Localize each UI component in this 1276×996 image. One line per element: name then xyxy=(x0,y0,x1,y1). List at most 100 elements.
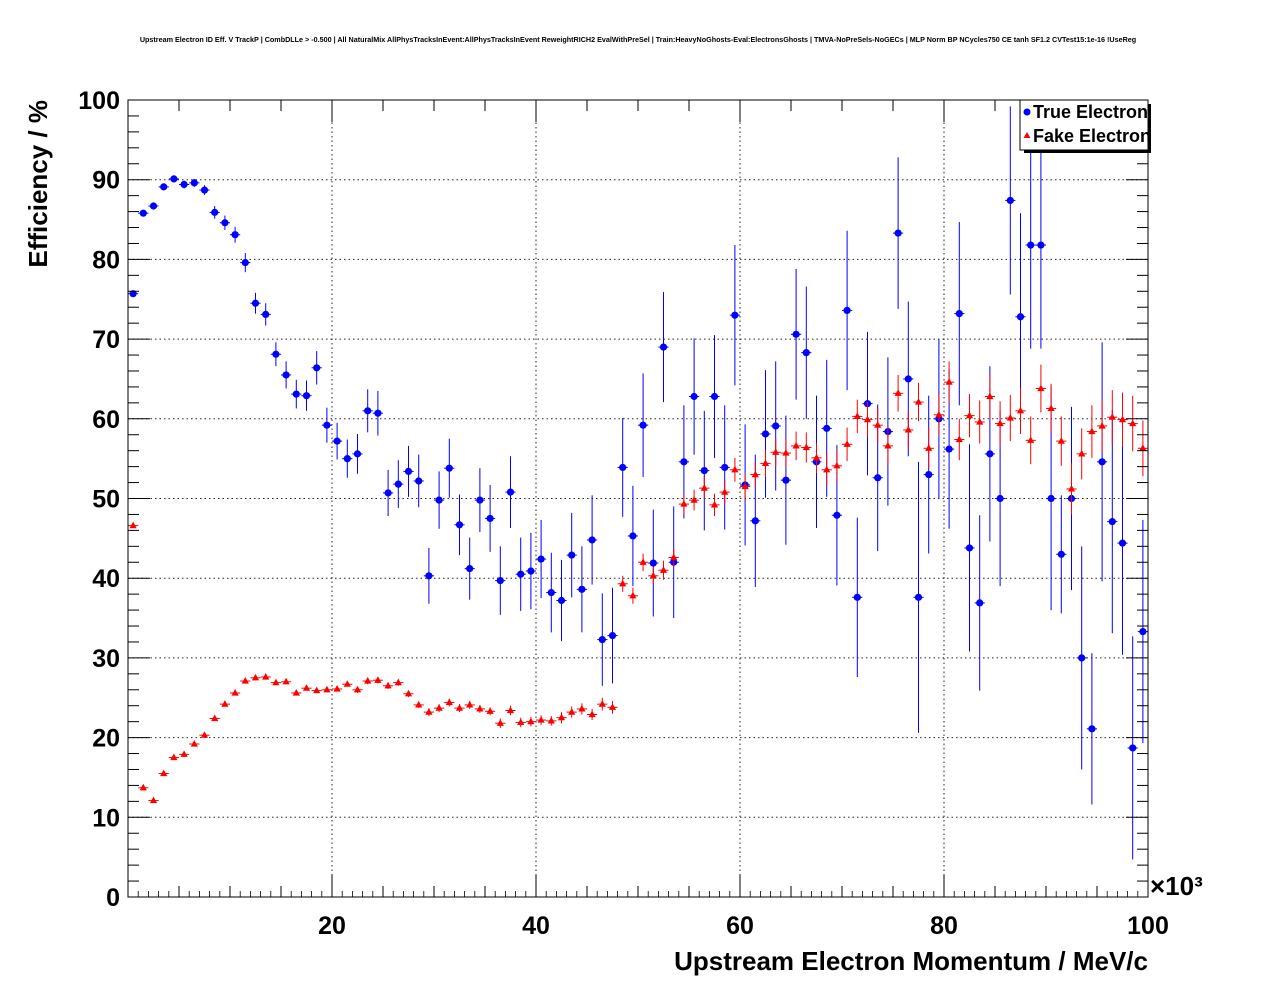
data-point xyxy=(149,202,158,210)
data-point xyxy=(1129,419,1137,427)
data-point xyxy=(629,591,637,599)
data-point xyxy=(129,290,137,298)
data-point xyxy=(1047,494,1055,503)
data-point xyxy=(843,306,851,315)
data-point xyxy=(680,500,688,507)
data-point xyxy=(925,470,933,479)
y-tick-label: 20 xyxy=(92,725,120,753)
y-tick-label: 10 xyxy=(92,804,120,832)
legend-label-fake-electron: Fake Electron xyxy=(1033,126,1151,146)
data-point xyxy=(1016,313,1025,321)
series-fake-electron xyxy=(128,361,1148,804)
data-point xyxy=(976,417,984,425)
data-point xyxy=(262,310,270,318)
data-point xyxy=(170,175,178,183)
data-point xyxy=(823,424,831,432)
data-point xyxy=(425,708,433,715)
data-point xyxy=(404,467,413,476)
data-point xyxy=(190,739,198,747)
data-point xyxy=(455,704,464,711)
x-tick-label: 60 xyxy=(726,912,754,940)
data-point xyxy=(506,488,515,496)
data-point xyxy=(262,673,270,680)
data-point xyxy=(353,450,362,458)
data-point xyxy=(1027,241,1035,249)
y-tick-label: 70 xyxy=(92,326,120,354)
data-point xyxy=(721,488,729,495)
data-point xyxy=(721,463,729,472)
data-point xyxy=(1037,384,1045,392)
x-axis-multiplier: ×10³ xyxy=(1150,871,1203,901)
data-point xyxy=(578,585,586,593)
data-point xyxy=(945,445,953,453)
data-point xyxy=(527,567,535,575)
data-point xyxy=(731,311,739,319)
data-point xyxy=(751,517,759,525)
data-point xyxy=(547,716,555,724)
data-point xyxy=(761,459,770,467)
data-point xyxy=(598,635,606,644)
data-point xyxy=(180,750,188,757)
data-point xyxy=(812,453,821,461)
data-point xyxy=(455,521,464,529)
data-point xyxy=(731,465,739,473)
data-point xyxy=(700,467,708,475)
data-point xyxy=(160,183,168,191)
data-point xyxy=(598,700,606,707)
data-point xyxy=(802,349,810,357)
x-tick-label: 20 xyxy=(318,912,346,940)
data-point xyxy=(1047,404,1055,412)
legend-marker-true-electron xyxy=(1023,108,1031,116)
data-point xyxy=(1006,414,1014,421)
data-point xyxy=(313,364,321,372)
y-tick-label: 30 xyxy=(92,645,120,673)
data-point xyxy=(690,392,698,401)
data-point xyxy=(710,500,719,508)
data-point xyxy=(517,570,525,578)
data-point xyxy=(313,686,321,694)
data-point xyxy=(476,496,484,504)
data-point xyxy=(445,464,453,472)
data-point xyxy=(884,441,892,449)
data-point xyxy=(272,678,280,686)
data-point xyxy=(823,465,831,473)
data-point xyxy=(802,443,810,451)
data-point xyxy=(537,716,545,723)
data-point xyxy=(629,532,637,540)
y-tick-label: 100 xyxy=(78,87,120,115)
data-point xyxy=(139,209,147,217)
data-point xyxy=(129,521,137,529)
data-point xyxy=(211,714,219,722)
data-point xyxy=(710,392,719,401)
y-tick-label: 80 xyxy=(92,246,120,274)
data-point xyxy=(547,588,555,597)
y-tick-label: 40 xyxy=(92,565,120,593)
data-point xyxy=(792,441,800,449)
data-point xyxy=(1098,421,1106,429)
data-point xyxy=(231,231,239,239)
data-point xyxy=(343,680,351,687)
data-point xyxy=(1139,627,1147,636)
data-point xyxy=(333,684,341,692)
data-point xyxy=(323,685,331,693)
y-tick-label: 50 xyxy=(92,486,120,514)
data-point xyxy=(996,419,1004,427)
data-point xyxy=(945,378,953,385)
data-point xyxy=(659,343,668,351)
data-point xyxy=(241,258,249,267)
data-point xyxy=(700,484,708,491)
legend-marker-fake-electron xyxy=(1023,132,1031,138)
x-axis-title: Upstream Electron Momentum / MeV/c xyxy=(674,946,1148,976)
data-point xyxy=(588,536,596,544)
data-point xyxy=(843,440,851,447)
data-point xyxy=(1118,415,1127,423)
data-point xyxy=(170,753,178,761)
data-point xyxy=(231,688,239,696)
data-point xyxy=(833,511,841,519)
data-point xyxy=(965,544,974,552)
data-point xyxy=(415,700,423,708)
data-point xyxy=(782,476,790,484)
legend-shadow-right xyxy=(1148,104,1151,153)
data-point xyxy=(160,769,168,777)
